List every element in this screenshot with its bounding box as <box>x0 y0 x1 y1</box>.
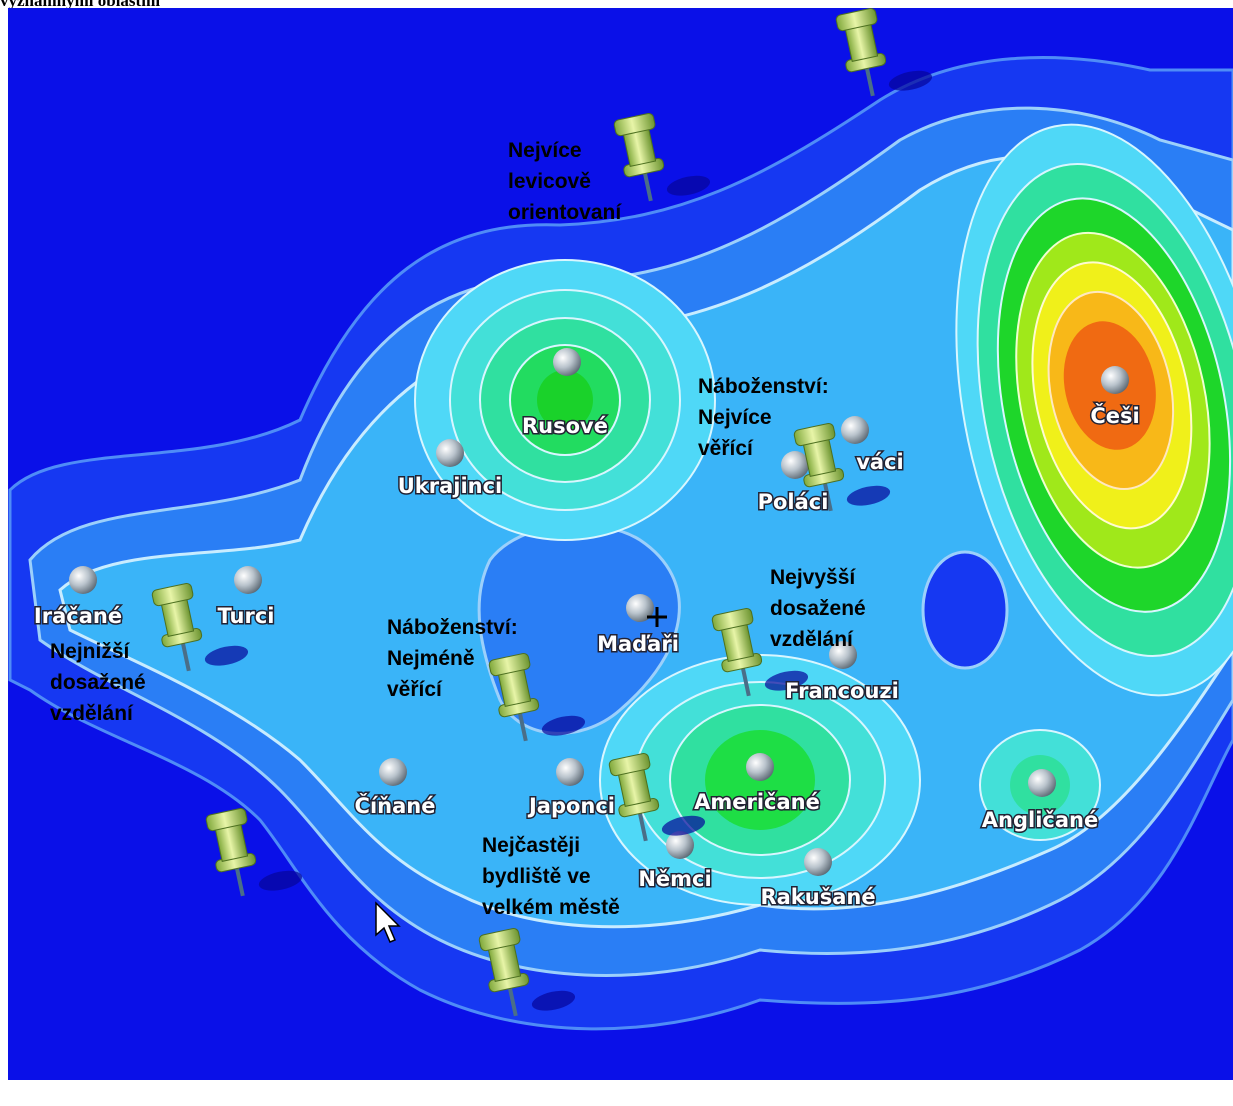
point-label: Angličané <box>982 808 1098 832</box>
pin <box>711 608 809 697</box>
pin-top <box>613 113 656 137</box>
point-label: Iráčané <box>34 604 122 628</box>
point-label: Ukrajinci <box>398 474 503 498</box>
pin-needle <box>517 709 528 742</box>
point-marker <box>804 848 832 876</box>
point-marker <box>556 758 584 786</box>
pin-shadow <box>204 645 249 666</box>
point-label: Maďaři <box>597 632 679 656</box>
point-label: Poláci <box>758 490 829 514</box>
pin-top <box>488 653 531 677</box>
pin <box>608 753 706 842</box>
cursor <box>375 901 401 943</box>
annotation-line: Nejnižší <box>50 640 131 663</box>
crosshair <box>647 607 667 627</box>
point-marker <box>781 451 809 479</box>
pin-top <box>151 583 194 607</box>
annotation-line: věřící <box>387 678 443 701</box>
pin <box>478 928 576 1017</box>
annotation-line: Nejčastěji <box>482 834 580 857</box>
pin-shadow <box>661 815 706 836</box>
annotation-line: velkém městě <box>482 896 620 919</box>
point-marker <box>841 416 869 444</box>
point-label: Rusové <box>522 414 608 438</box>
annotation-line: věřící <box>698 437 754 460</box>
pin-shadow <box>258 870 303 891</box>
point-marker <box>553 348 581 376</box>
point-label: Češi <box>1090 403 1139 428</box>
annotation-line: Náboženství: <box>698 375 829 398</box>
point-labels: Rusové Ukrajinci Češi váci Poláci Iráčané Turc… <box>32 402 1141 911</box>
point-label: váci <box>856 450 904 474</box>
point-marker <box>1101 366 1129 394</box>
point-marker <box>379 758 407 786</box>
annotation-line: Nejvíce <box>698 406 772 429</box>
pin-top <box>205 808 248 832</box>
annotation-line: orientovaní <box>508 201 622 224</box>
pin <box>205 808 303 897</box>
annotation-line: vzdělání <box>50 702 134 725</box>
pin-needle <box>740 664 751 697</box>
point-label: Němci <box>638 867 711 891</box>
annotation-line: dosažené <box>50 671 146 694</box>
pin-shadow <box>846 485 891 506</box>
contour-map <box>8 8 1233 1080</box>
pin <box>793 423 891 512</box>
pin-top <box>711 608 754 632</box>
point-label: Číňané <box>355 793 436 818</box>
annotation-line: vzdělání <box>770 628 854 651</box>
point-marker <box>666 831 694 859</box>
header-text: významnými oblastmi <box>0 0 160 10</box>
pin <box>613 113 711 202</box>
pin-needle <box>180 639 191 672</box>
point-label: Turci <box>218 604 275 628</box>
annotation-line: dosažené <box>770 597 866 620</box>
annotation-line: levicově <box>508 170 591 193</box>
pin-shadow <box>541 715 586 736</box>
pin-needle <box>507 984 518 1017</box>
pin-shadow <box>666 175 711 196</box>
pin-needle <box>637 809 648 842</box>
pin-top <box>793 423 836 447</box>
pins <box>151 8 933 1017</box>
point-marker <box>69 566 97 594</box>
point-marker <box>234 566 262 594</box>
pin-top <box>608 753 651 777</box>
pin <box>488 653 586 742</box>
point-label: Francouzi <box>785 679 899 703</box>
pin-needle <box>822 479 833 512</box>
pin-shadow <box>888 70 933 91</box>
annotations: Nejvíce levicově orientovaní Náboženství: Ne… <box>50 139 866 919</box>
pin-needle <box>864 64 875 97</box>
point-label: Rakušané <box>760 885 875 909</box>
pin-shadow <box>531 990 576 1011</box>
annotation-line: Nejvyšší <box>770 566 856 589</box>
pin <box>835 8 933 97</box>
pin-shadow <box>764 670 809 691</box>
annotation-line: Nejméně <box>387 647 475 670</box>
pin-needle <box>642 169 653 202</box>
point-marker <box>626 594 654 622</box>
point-label: Američané <box>694 790 820 814</box>
pin-needle <box>234 864 245 897</box>
pin-top <box>478 928 521 952</box>
point-marker <box>436 439 464 467</box>
annotation-line: Nejvíce <box>508 139 582 162</box>
annotation-line: bydliště ve <box>482 865 591 888</box>
point-marker <box>1028 769 1056 797</box>
annotation-line: Náboženství: <box>387 616 518 639</box>
pin <box>151 583 249 672</box>
point-marker <box>746 753 774 781</box>
point-marker <box>829 641 857 669</box>
pin-top <box>835 8 878 32</box>
point-label: Japonci <box>527 794 615 818</box>
points <box>69 348 1129 876</box>
